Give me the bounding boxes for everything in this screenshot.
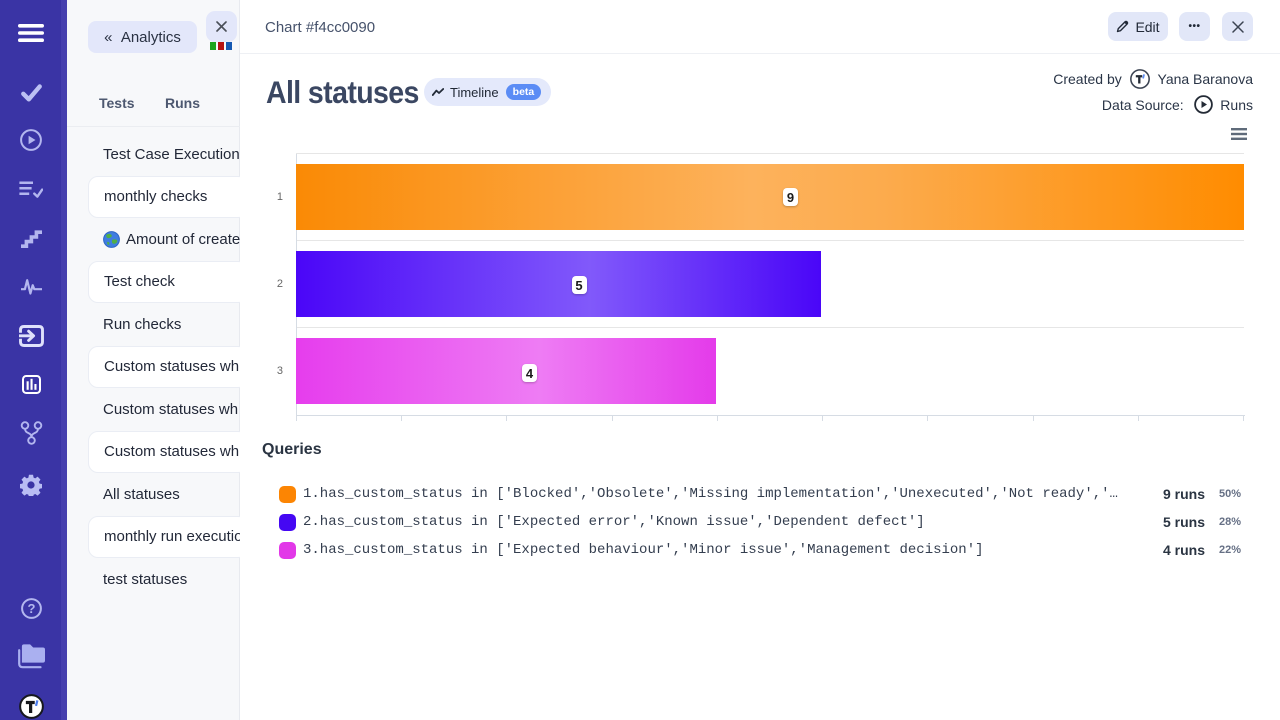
svg-text:?: ? <box>27 601 35 616</box>
